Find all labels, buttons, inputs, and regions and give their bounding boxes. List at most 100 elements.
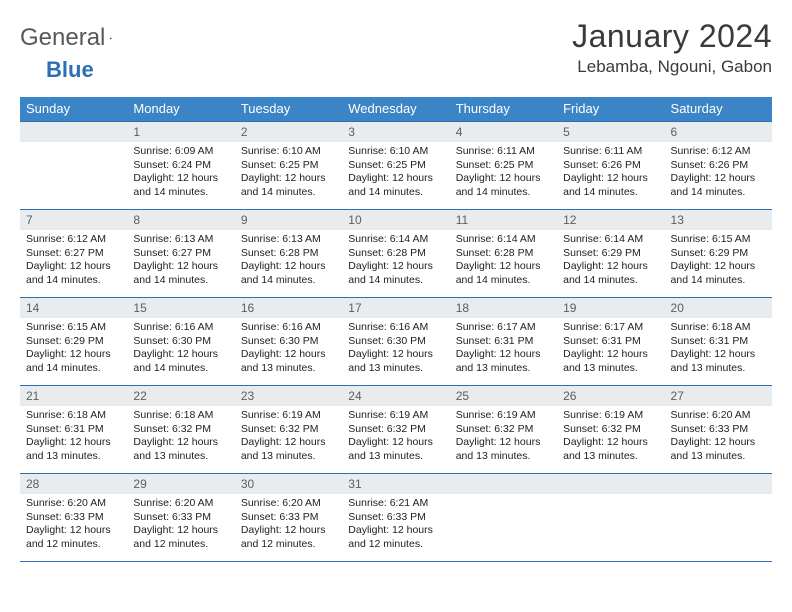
day-details: Sunrise: 6:15 AMSunset: 6:29 PMDaylight:…	[20, 318, 127, 380]
day-details: Sunrise: 6:16 AMSunset: 6:30 PMDaylight:…	[235, 318, 342, 380]
sunset-line: Sunset: 6:31 PM	[671, 335, 766, 349]
day-details: Sunrise: 6:10 AMSunset: 6:25 PMDaylight:…	[235, 142, 342, 204]
weekday-header: Saturday	[665, 97, 772, 122]
day-details: Sunrise: 6:11 AMSunset: 6:25 PMDaylight:…	[450, 142, 557, 204]
brand-sail-icon	[109, 29, 113, 47]
daylight-line: Daylight: 12 hours and 13 minutes.	[563, 436, 658, 463]
daylight-line: Daylight: 12 hours and 13 minutes.	[241, 436, 336, 463]
calendar-day-cell: 19Sunrise: 6:17 AMSunset: 6:31 PMDayligh…	[557, 298, 664, 386]
sunset-line: Sunset: 6:32 PM	[348, 423, 443, 437]
calendar-day-cell: 24Sunrise: 6:19 AMSunset: 6:32 PMDayligh…	[342, 386, 449, 474]
sunset-line: Sunset: 6:28 PM	[241, 247, 336, 261]
daylight-line: Daylight: 12 hours and 14 minutes.	[563, 260, 658, 287]
calendar-table: SundayMondayTuesdayWednesdayThursdayFrid…	[20, 97, 772, 562]
brand-logo: General	[20, 18, 133, 52]
sunrise-line: Sunrise: 6:12 AM	[26, 233, 121, 247]
day-number: 17	[342, 298, 449, 318]
weekday-header: Monday	[127, 97, 234, 122]
day-number: 9	[235, 210, 342, 230]
calendar-day-cell: 30Sunrise: 6:20 AMSunset: 6:33 PMDayligh…	[235, 474, 342, 562]
sunrise-line: Sunrise: 6:16 AM	[241, 321, 336, 335]
daylight-line: Daylight: 12 hours and 13 minutes.	[671, 436, 766, 463]
daylight-line: Daylight: 12 hours and 14 minutes.	[456, 172, 551, 199]
sunset-line: Sunset: 6:33 PM	[133, 511, 228, 525]
sunrise-line: Sunrise: 6:18 AM	[26, 409, 121, 423]
calendar-day-cell: 31Sunrise: 6:21 AMSunset: 6:33 PMDayligh…	[342, 474, 449, 562]
daylight-line: Daylight: 12 hours and 12 minutes.	[348, 524, 443, 551]
sunrise-line: Sunrise: 6:20 AM	[133, 497, 228, 511]
day-details: Sunrise: 6:17 AMSunset: 6:31 PMDaylight:…	[557, 318, 664, 380]
day-details: Sunrise: 6:16 AMSunset: 6:30 PMDaylight:…	[342, 318, 449, 380]
daylight-line: Daylight: 12 hours and 14 minutes.	[26, 260, 121, 287]
calendar-day-cell: 13Sunrise: 6:15 AMSunset: 6:29 PMDayligh…	[665, 210, 772, 298]
calendar-day-cell: 21Sunrise: 6:18 AMSunset: 6:31 PMDayligh…	[20, 386, 127, 474]
day-details: Sunrise: 6:21 AMSunset: 6:33 PMDaylight:…	[342, 494, 449, 556]
calendar-day-cell: 9Sunrise: 6:13 AMSunset: 6:28 PMDaylight…	[235, 210, 342, 298]
month-title: January 2024	[572, 18, 772, 55]
day-details: Sunrise: 6:13 AMSunset: 6:28 PMDaylight:…	[235, 230, 342, 292]
calendar-week-row: 21 Sunrise: 6:18 AMSunset: 6:31 PM Dayligh…	[20, 386, 772, 474]
calendar-day-cell: 12Sunrise: 6:14 AMSunset: 6:29 PMDayligh…	[557, 210, 664, 298]
daylight-line: Daylight: 12 hours and 13 minutes.	[348, 348, 443, 375]
sunrise-line: Sunrise: 6:19 AM	[348, 409, 443, 423]
sunrise-line: Sunrise: 6:14 AM	[563, 233, 658, 247]
day-details: Sunrise: 6:12 AMSunset: 6:26 PMDaylight:…	[665, 142, 772, 204]
sunrise-line: Sunrise: 6:14 AM	[456, 233, 551, 247]
sunrise-line: Sunrise: 6:12 AM	[671, 145, 766, 159]
day-number: 21	[20, 386, 127, 406]
day-number: 18	[450, 298, 557, 318]
daylight-line: Daylight: 12 hours and 12 minutes.	[26, 524, 121, 551]
calendar-week-row: 14Sunrise: 6:15 AMSunset: 6:29 PMDayligh…	[20, 298, 772, 386]
calendar-day-cell: 25Sunrise: 6:19 AMSunset: 6:32 PMDayligh…	[450, 386, 557, 474]
daylight-line: Daylight: 12 hours and 14 minutes.	[26, 348, 121, 375]
daylight-line: Daylight: 12 hours and 14 minutes.	[563, 172, 658, 199]
calendar-day-cell: 15Sunrise: 6:16 AMSunset: 6:30 PMDayligh…	[127, 298, 234, 386]
day-details: Sunrise: 6:19 AMSunset: 6:32 PMDaylight:…	[342, 406, 449, 468]
sunset-line: Sunset: 6:31 PM	[563, 335, 658, 349]
sunset-line: Sunset: 6:33 PM	[26, 511, 121, 525]
day-number: 4	[450, 122, 557, 142]
sunset-line: Sunset: 6:26 PM	[563, 159, 658, 173]
day-details: Sunrise: 6:14 AMSunset: 6:28 PMDaylight:…	[342, 230, 449, 292]
calendar-empty-cell	[450, 474, 557, 562]
day-details: Sunrise: 6:17 AMSunset: 6:31 PMDaylight:…	[450, 318, 557, 380]
sunrise-line: Sunrise: 6:19 AM	[456, 409, 551, 423]
day-number: 16	[235, 298, 342, 318]
sunrise-line: Sunrise: 6:19 AM	[241, 409, 336, 423]
calendar-week-row: 1Sunrise: 6:09 AMSunset: 6:24 PMDaylight…	[20, 122, 772, 210]
calendar-day-cell: 5Sunrise: 6:11 AMSunset: 6:26 PMDaylight…	[557, 122, 664, 210]
daylight-line: Daylight: 12 hours and 14 minutes.	[348, 260, 443, 287]
day-number: 23	[235, 386, 342, 406]
day-details: Sunrise: 6:16 AMSunset: 6:30 PMDaylight:…	[127, 318, 234, 380]
daylight-line: Daylight: 12 hours and 14 minutes.	[241, 260, 336, 287]
calendar-empty-cell	[665, 474, 772, 562]
sunset-line: Sunset: 6:27 PM	[26, 247, 121, 261]
sunset-line: Sunset: 6:25 PM	[241, 159, 336, 173]
day-number: 7	[20, 210, 127, 230]
day-number: 1	[127, 122, 234, 142]
daylight-line: Daylight: 12 hours and 13 minutes.	[348, 436, 443, 463]
brand-word-1: General	[20, 24, 105, 52]
daylight-line: Daylight: 12 hours and 13 minutes.	[671, 348, 766, 375]
day-number: 11	[450, 210, 557, 230]
calendar-day-cell: 26Sunrise: 6:19 AMSunset: 6:32 PMDayligh…	[557, 386, 664, 474]
weekday-header: Friday	[557, 97, 664, 122]
calendar-day-cell: 8Sunrise: 6:13 AMSunset: 6:27 PMDaylight…	[127, 210, 234, 298]
sunrise-line: Sunrise: 6:10 AM	[241, 145, 336, 159]
day-details: Sunrise: 6:14 AMSunset: 6:29 PMDaylight:…	[557, 230, 664, 292]
day-details: Sunrise: 6:20 AMSunset: 6:33 PMDaylight:…	[235, 494, 342, 556]
day-details: Sunrise: 6:19 AMSunset: 6:32 PMDaylight:…	[450, 406, 557, 468]
sunset-line: Sunset: 6:30 PM	[133, 335, 228, 349]
calendar-day-cell: 16Sunrise: 6:16 AMSunset: 6:30 PMDayligh…	[235, 298, 342, 386]
sunrise-line: Sunrise: 6:10 AM	[348, 145, 443, 159]
day-number: 24	[342, 386, 449, 406]
sunset-line: Sunset: 6:31 PM	[26, 423, 121, 437]
sunset-line: Sunset: 6:33 PM	[671, 423, 766, 437]
calendar-body: 1Sunrise: 6:09 AMSunset: 6:24 PMDaylight…	[20, 122, 772, 562]
day-details: Sunrise: 6:09 AMSunset: 6:24 PMDaylight:…	[127, 142, 234, 204]
calendar-day-cell: 1Sunrise: 6:09 AMSunset: 6:24 PMDaylight…	[127, 122, 234, 210]
daylight-line: Daylight: 12 hours and 12 minutes.	[133, 524, 228, 551]
brand-word-2: Blue	[46, 57, 94, 82]
day-number: 5	[557, 122, 664, 142]
sunrise-line: Sunrise: 6:09 AM	[133, 145, 228, 159]
